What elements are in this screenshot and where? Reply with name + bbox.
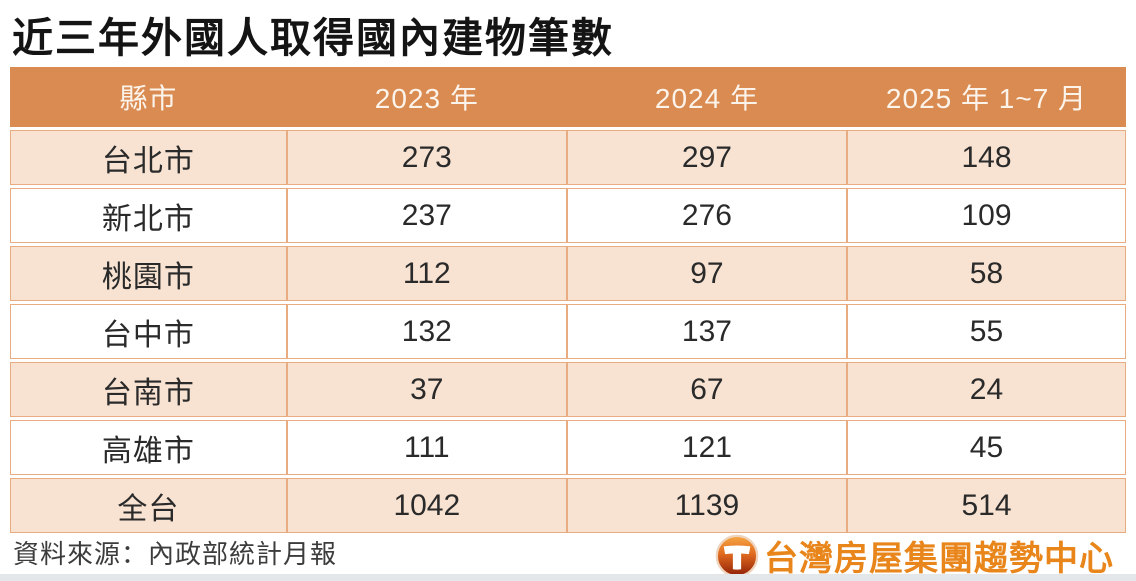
value-2024: 121 bbox=[566, 420, 847, 475]
value-2023: 273 bbox=[286, 130, 567, 185]
table-row-taipei: 台北市 273 297 148 bbox=[10, 130, 1126, 185]
table-row-taoyuan: 桃園市 112 97 58 bbox=[10, 246, 1126, 301]
value-2023: 111 bbox=[286, 420, 567, 475]
city-label: 桃園市 bbox=[10, 246, 287, 301]
brand-logo: 台灣房屋集團趨勢中心 bbox=[715, 531, 1114, 580]
value-2024: 97 bbox=[566, 246, 847, 301]
value-2024: 1139 bbox=[566, 478, 847, 533]
t-circle-logo-icon bbox=[715, 534, 759, 577]
city-label: 台南市 bbox=[10, 362, 287, 417]
bottom-edge-strip bbox=[0, 574, 1136, 581]
value-2024: 67 bbox=[566, 362, 847, 417]
table-row-taichung: 台中市 132 137 55 bbox=[10, 304, 1126, 359]
value-2024: 297 bbox=[566, 130, 847, 185]
city-label: 全台 bbox=[10, 478, 287, 533]
table-row-tainan: 台南市 37 67 24 bbox=[10, 362, 1126, 417]
value-2025: 109 bbox=[846, 188, 1126, 243]
value-2025: 24 bbox=[846, 362, 1126, 417]
value-2024: 137 bbox=[566, 304, 847, 359]
header-cell-2025: 2025 年 1~7 月 bbox=[846, 67, 1126, 127]
city-label: 台中市 bbox=[10, 304, 287, 359]
value-2025: 148 bbox=[846, 130, 1126, 185]
city-label: 新北市 bbox=[10, 188, 287, 243]
brand-logo-text: 台灣房屋集團趨勢中心 bbox=[764, 540, 1114, 578]
value-2023: 37 bbox=[286, 362, 567, 417]
page-title: 近三年外國人取得國內建物筆數 bbox=[12, 15, 614, 61]
value-2024: 276 bbox=[566, 188, 847, 243]
table-header-row: 縣市 2023 年 2024 年 2025 年 1~7 月 bbox=[10, 67, 1126, 127]
value-2023: 1042 bbox=[286, 478, 567, 533]
value-2025: 58 bbox=[846, 246, 1126, 301]
city-label: 高雄市 bbox=[10, 420, 287, 475]
header-cell-2024: 2024 年 bbox=[566, 67, 847, 127]
table-row-newtaipei: 新北市 237 276 109 bbox=[10, 188, 1126, 243]
table-row-total: 全台 1042 1139 514 bbox=[10, 478, 1126, 533]
value-2023: 132 bbox=[286, 304, 567, 359]
header-cell-2023: 2023 年 bbox=[286, 67, 567, 127]
value-2025: 55 bbox=[846, 304, 1126, 359]
value-2023: 112 bbox=[286, 246, 567, 301]
value-2025: 514 bbox=[846, 478, 1126, 533]
table-row-kaohsiung: 高雄市 111 121 45 bbox=[10, 420, 1126, 475]
source-note: 資料來源：內政部統計月報 bbox=[13, 539, 338, 569]
value-2023: 237 bbox=[286, 188, 567, 243]
value-2025: 45 bbox=[846, 420, 1126, 475]
header-cell-county: 縣市 bbox=[10, 67, 287, 127]
city-label: 台北市 bbox=[10, 130, 287, 185]
data-table: 縣市 2023 年 2024 年 2025 年 1~7 月 台北市 273 29… bbox=[10, 64, 1126, 536]
